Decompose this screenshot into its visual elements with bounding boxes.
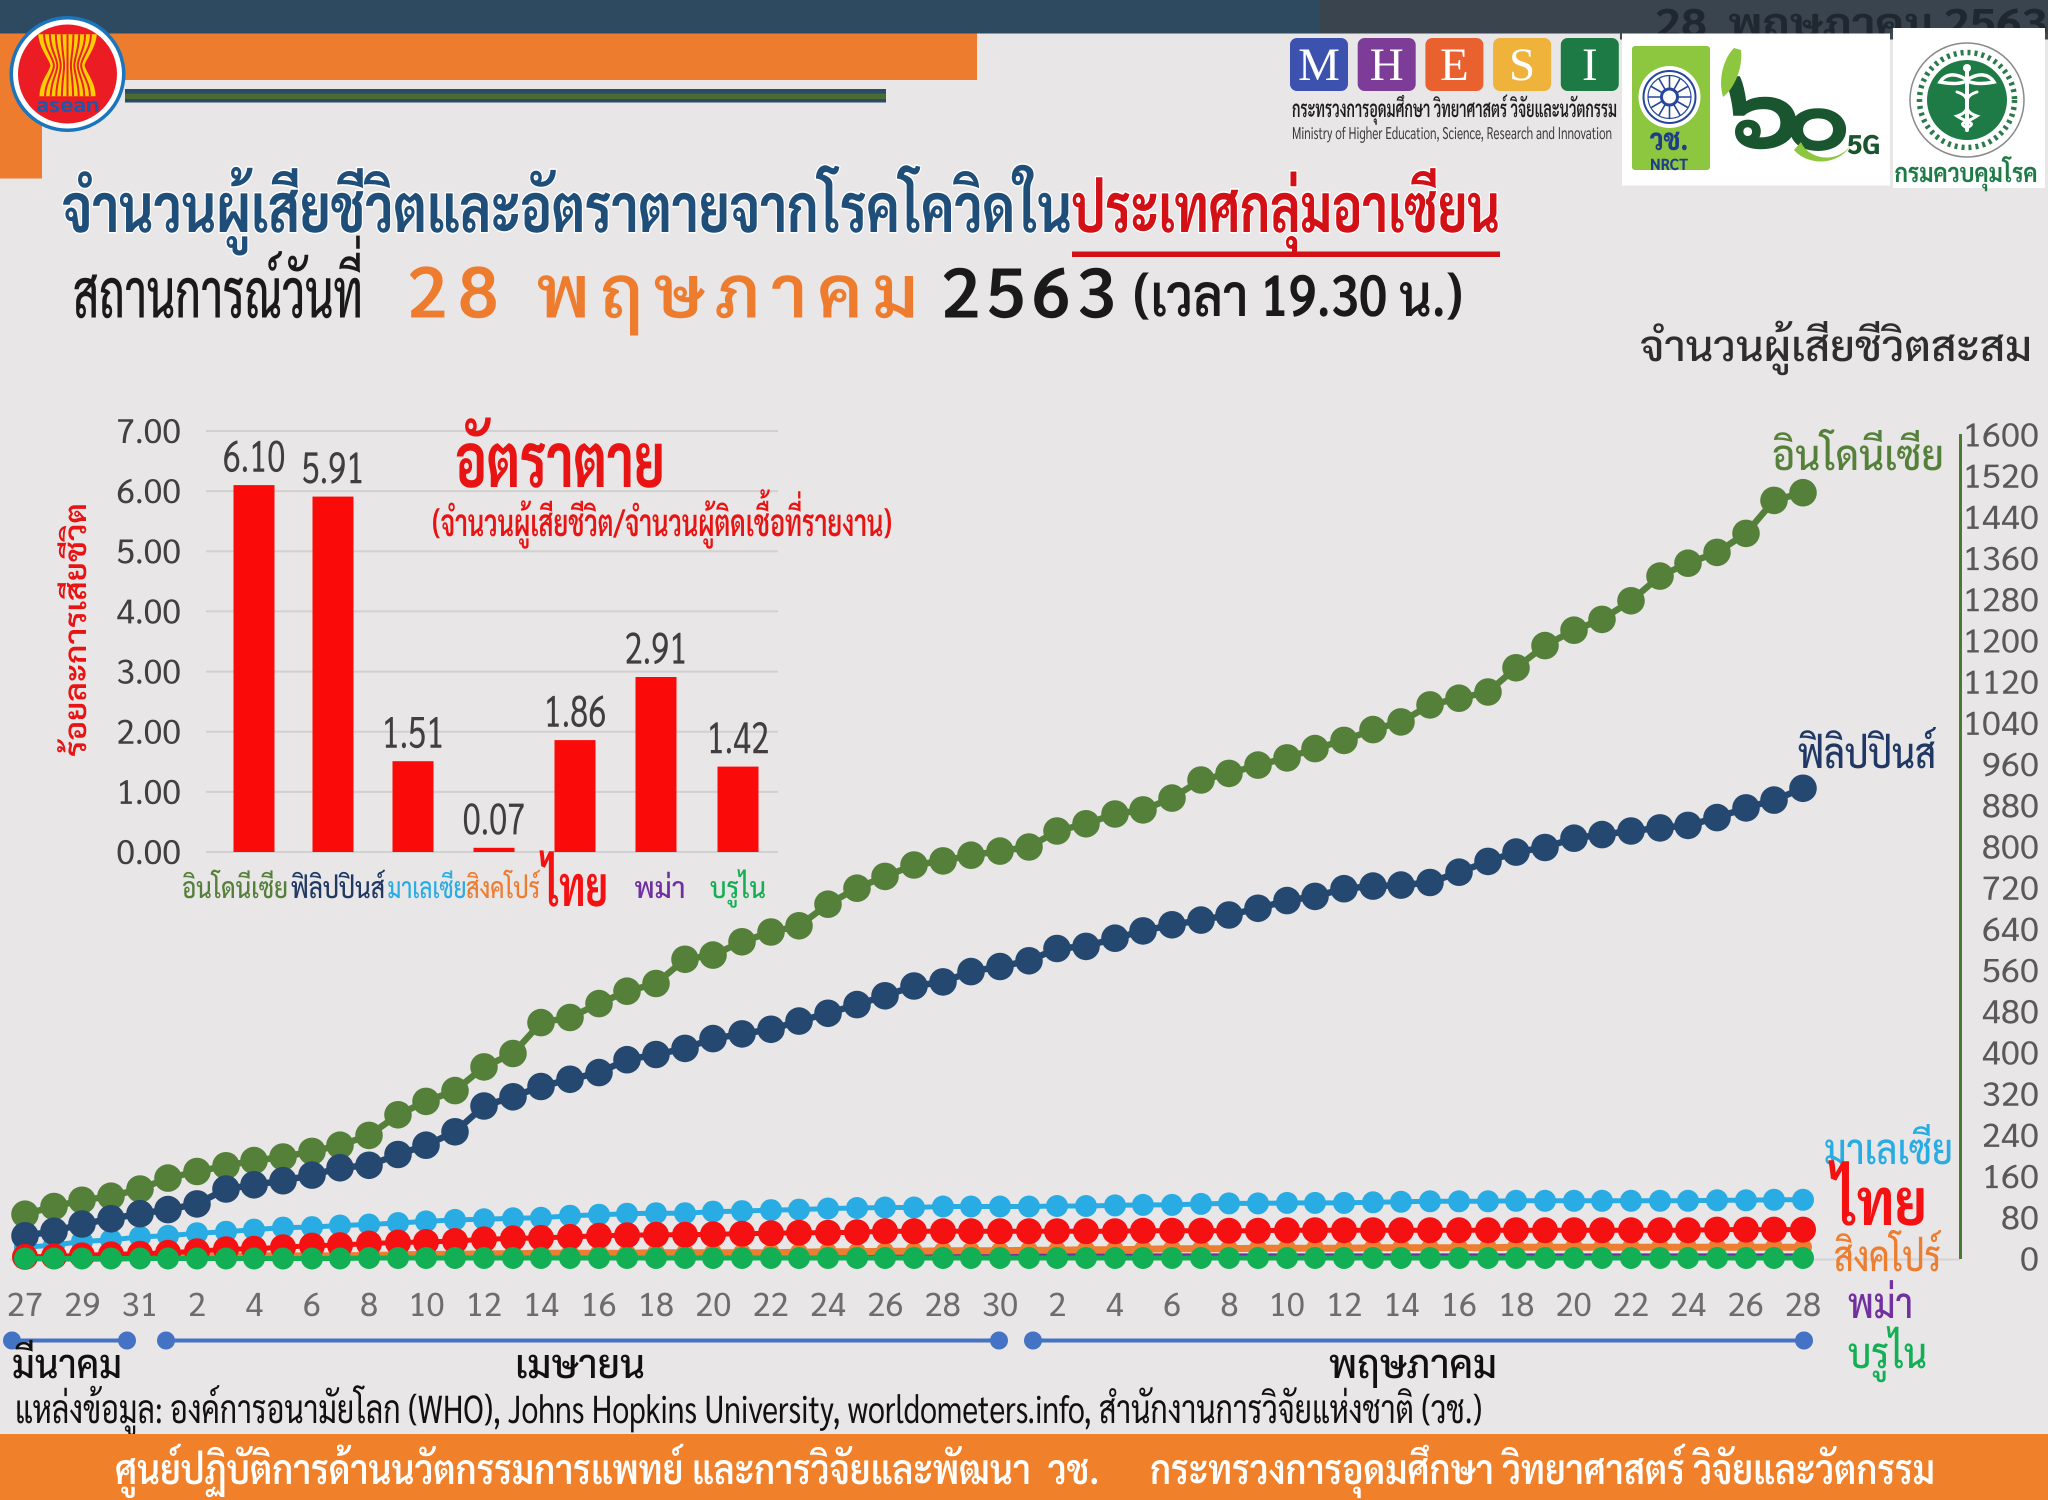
svg-text:M: M (1298, 39, 1340, 91)
svg-text:E: E (1440, 39, 1469, 91)
svg-text:I: I (1582, 39, 1598, 91)
svg-text:S: S (1509, 39, 1535, 91)
svg-text:H: H (1370, 39, 1404, 91)
